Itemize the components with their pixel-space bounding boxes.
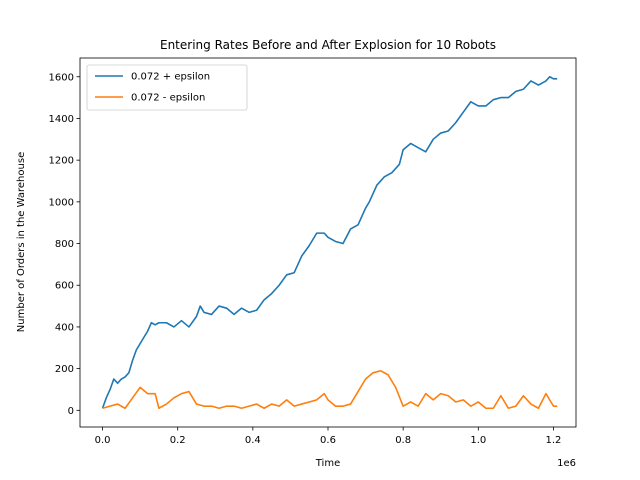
series-line-2 bbox=[102, 369, 558, 410]
x-tick-label: 1.0 bbox=[470, 435, 486, 446]
x-tick-label: 1.2 bbox=[546, 435, 562, 446]
y-axis-ticks: 0 200 400 600 800 1000 1200 1400 1600 bbox=[49, 72, 80, 417]
legend: 0.072 + epsilon 0.072 - epsilon bbox=[86, 64, 248, 111]
x-axis-offset-label: 1e6 bbox=[557, 458, 576, 469]
y-tick-label: 1000 bbox=[49, 197, 74, 208]
series-layer bbox=[101, 75, 558, 410]
x-tick-label: 0.2 bbox=[170, 435, 186, 446]
y-tick-label: 1200 bbox=[49, 156, 74, 167]
x-tick-label: 0.6 bbox=[320, 435, 336, 446]
y-tick-label: 600 bbox=[55, 281, 74, 292]
y-tick-label: 0 bbox=[68, 406, 74, 417]
x-axis-ticks: 0.0 0.2 0.4 0.6 0.8 1.0 1.2 bbox=[95, 427, 562, 446]
chart-title: Entering Rates Before and After Explosio… bbox=[160, 38, 496, 52]
y-tick-label: 200 bbox=[55, 364, 74, 375]
y-tick-label: 1600 bbox=[49, 72, 74, 83]
x-tick-label: 0.4 bbox=[245, 435, 261, 446]
x-tick-label: 0.8 bbox=[395, 435, 411, 446]
y-tick-label: 400 bbox=[55, 322, 74, 333]
x-tick-label: 0.0 bbox=[95, 435, 111, 446]
legend-box bbox=[86, 64, 248, 111]
y-tick-label: 1400 bbox=[49, 114, 74, 125]
legend-label-1: 0.072 + epsilon bbox=[131, 72, 210, 83]
series-line-1 bbox=[101, 75, 558, 409]
y-tick-label: 800 bbox=[55, 239, 74, 250]
legend-label-2: 0.072 - epsilon bbox=[131, 93, 205, 104]
x-axis-label: Time bbox=[315, 458, 340, 469]
y-axis-label: Number of Orders in the Warehouse bbox=[16, 152, 27, 332]
